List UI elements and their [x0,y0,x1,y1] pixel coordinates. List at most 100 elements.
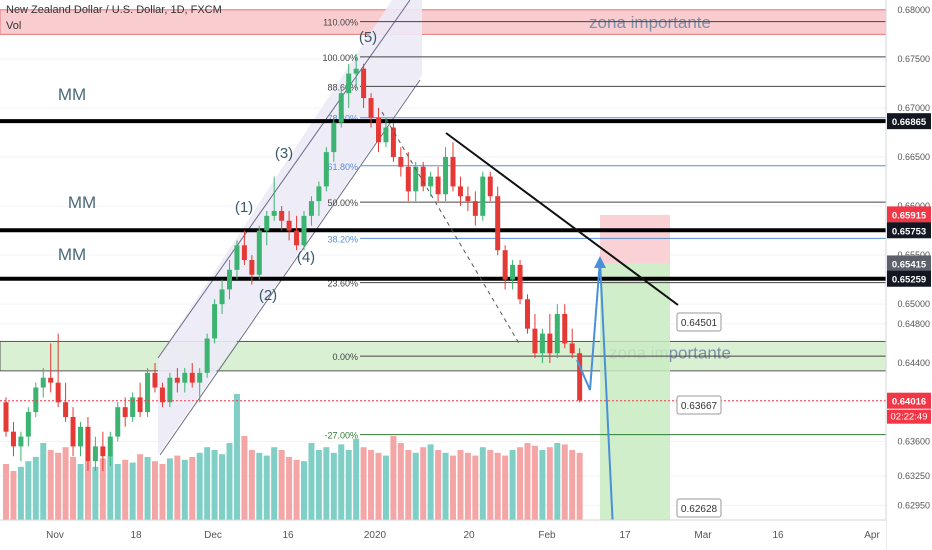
volume-bar [308,443,315,520]
countdown-text: 02:22:49 [891,412,928,423]
y-tick-label: 0.65500 [897,250,930,260]
volume-bar [375,452,382,520]
y-tick-label: 0.64800 [897,319,930,329]
arrow-head [594,256,606,268]
candle-body [249,260,255,275]
volume-bar [286,457,293,520]
time-axis [0,520,886,550]
volume-bar [338,444,345,520]
volume-bar [196,452,203,520]
stop-loss-box [600,214,670,264]
price-callout-box [676,498,722,518]
volume-bar [233,394,240,520]
price-tag-text: 0.66865 [892,117,927,128]
candle-body [241,245,247,260]
candle-body [308,201,314,216]
volume-bar [25,461,32,520]
candle-body [457,186,463,197]
candle-body [219,289,225,305]
candle-body [18,436,24,447]
price-tag-text: 0.65753 [892,226,926,237]
volume-bar [166,458,173,520]
volume-bar [457,450,464,520]
fib-level-label: 0.00% [332,352,358,362]
candle-body [569,343,575,354]
candle-body [554,313,560,354]
candle-body [562,313,568,344]
volume-bar [92,466,99,520]
volume-bar [368,450,375,520]
volume-bar [152,461,158,520]
volume-bar [464,452,471,520]
price-callout-box [676,312,722,332]
volume-bar [517,447,524,520]
countdown-tag [887,409,931,424]
volume-bar [472,455,479,520]
candle-body [420,166,426,187]
candle-body [145,372,151,413]
volume-bar [330,452,337,520]
fib-level-label: 100.00% [322,53,358,63]
volume-bar [539,450,546,520]
volume-bar [412,452,419,520]
candle-body [346,73,352,94]
wave-label: (1) [235,199,253,216]
candle-body [316,186,322,202]
candle-body [465,196,471,202]
volume-bar [345,450,352,520]
fib-level-label: 88.60% [327,82,358,92]
candle-body [368,98,374,118]
volume-bar [211,450,218,520]
volume-bar [435,450,442,520]
candle-body [107,436,113,457]
candle-body [286,220,292,231]
volume-bar [204,447,211,520]
volume-bar [47,450,54,520]
candle-body [472,201,478,216]
volume-bar [241,436,248,520]
candle-body [100,446,106,457]
candle-body [353,68,359,74]
price-tag [887,255,931,272]
y-tick-label: 0.66000 [897,201,930,211]
zone-label-top: zona importante [589,13,711,32]
candle-body [85,426,91,462]
x-tick-label: Feb [538,530,556,541]
price-callout-text: 0.63667 [681,401,718,412]
candle-body [227,269,232,290]
candle-body [525,299,530,329]
candle-body [63,402,69,417]
candle-body [212,304,218,339]
volume-bar [315,450,322,520]
volume-bar [62,447,69,520]
volume-bar [382,455,389,520]
descending-trendline [445,132,679,306]
candle-body [510,264,516,280]
volume-bar [450,455,456,520]
volume-bar [122,459,129,520]
volume-bar [561,444,568,520]
candle-body [40,377,46,388]
volume-bar [293,459,300,520]
price-tag [887,113,931,130]
candle-body [70,416,76,447]
candle-body [331,122,337,153]
candle-body [10,431,16,447]
candle-body [577,353,583,401]
candle-body [487,176,493,197]
candle-body [383,127,389,143]
price-callout-text: 0.64501 [681,318,718,329]
wave-label: (2) [259,287,277,304]
y-tick-label: 0.67500 [897,54,930,64]
volume-bar [55,452,62,520]
candle-body [182,372,188,383]
wave-label: (5) [359,29,377,46]
projection-arrow [576,259,615,550]
candle-body [189,372,195,383]
channel-upper-line [157,0,411,359]
volume-bar [114,464,121,520]
fib-level-label: -27.00% [324,431,358,441]
volume-bar [569,450,576,520]
